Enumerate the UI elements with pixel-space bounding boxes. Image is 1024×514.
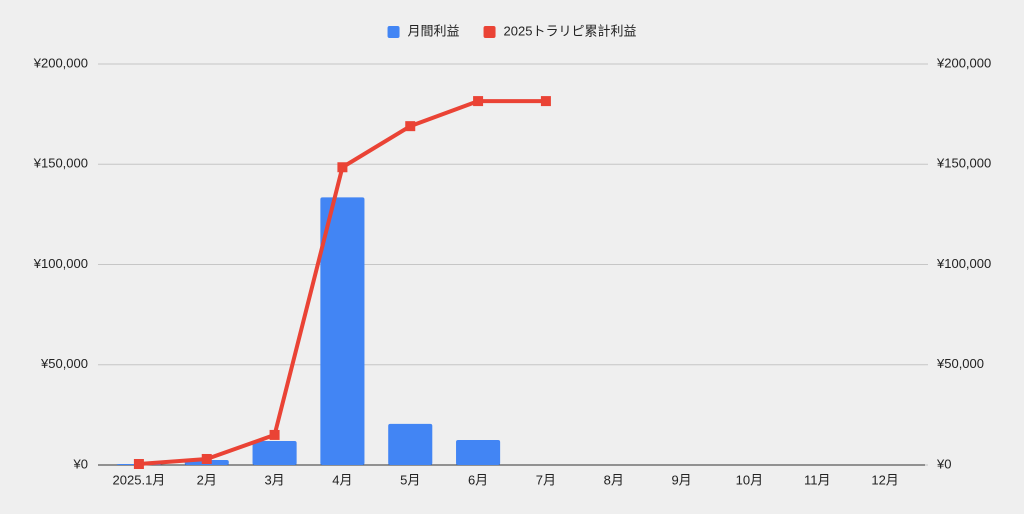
x-tick-label: 11月: [804, 472, 831, 487]
line-marker: [405, 121, 416, 132]
line-marker: [337, 162, 348, 173]
y-tick-label: ¥200,000: [33, 55, 88, 70]
y-tick-label: ¥0: [73, 456, 88, 471]
x-tick-label: 6月: [468, 472, 488, 487]
bar: [320, 197, 365, 465]
y2-tick-label: ¥100,000: [936, 256, 991, 271]
x-tick-label: 2月: [197, 472, 217, 487]
x-tick-label: 10月: [736, 472, 763, 487]
bar: [388, 423, 433, 465]
line-marker: [540, 96, 551, 107]
y2-tick-label: ¥50,000: [936, 356, 984, 371]
y-tick-label: ¥100,000: [33, 256, 88, 271]
x-tick-label: 8月: [604, 472, 624, 487]
x-tick-label: 3月: [264, 472, 284, 487]
x-tick-label: 12月: [871, 472, 898, 487]
x-tick-label: 9月: [671, 472, 691, 487]
y2-tick-label: ¥200,000: [936, 55, 991, 70]
y-tick-label: ¥150,000: [33, 156, 88, 171]
x-tick-label: 5月: [400, 472, 420, 487]
bar: [252, 440, 297, 465]
x-tick-label: 7月: [536, 472, 556, 487]
line-marker: [133, 458, 144, 469]
line-marker: [201, 453, 212, 464]
y-tick-label: ¥50,000: [40, 356, 88, 371]
line-marker: [473, 96, 484, 107]
x-tick-label: 2025.1月: [113, 472, 166, 487]
y2-tick-label: ¥0: [936, 456, 951, 471]
legend-swatch: [483, 26, 496, 38]
line-marker: [269, 429, 280, 440]
y2-tick-label: ¥150,000: [936, 156, 991, 171]
x-tick-label: 4月: [332, 472, 352, 487]
legend-swatch: [387, 26, 400, 38]
legend-label: 月間利益: [408, 23, 460, 38]
bar: [456, 439, 501, 465]
legend-label: 2025トラリピ累計利益: [504, 23, 637, 38]
